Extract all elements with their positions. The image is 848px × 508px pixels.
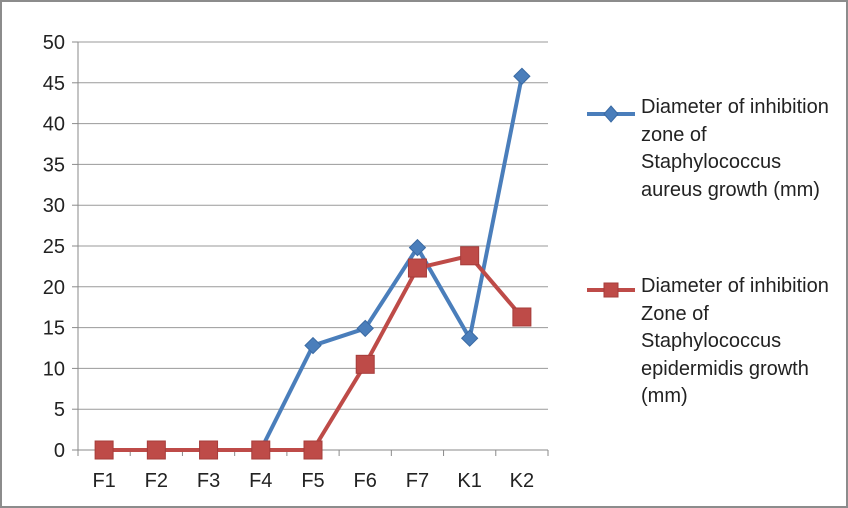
data-point-s0-F6 (356, 319, 374, 338)
data-point-s1-K1 (460, 246, 480, 266)
y-tick-label: 45 (43, 73, 65, 95)
x-axis: F1 F2 F3 F4 F5 F6 F7 K1 K2 (77, 449, 549, 492)
legend-label-aureus: Diameter of inhibition zone of Staphyloc… (641, 96, 829, 201)
data-point-s0-F7 (408, 238, 427, 257)
series-line-0 (104, 75, 524, 452)
legend-entry-epidermidis: Diameter of inhibition Zone of Staphyloc… (585, 273, 840, 443)
x-tick-label: F1 (92, 470, 115, 492)
y-axis: 0 5 10 15 20 25 30 35 40 45 50 (43, 32, 79, 462)
y-tick-label: 50 (43, 32, 65, 54)
y-tick-label: 0 (54, 440, 65, 462)
x-tick-label: F4 (249, 470, 272, 492)
data-point-s0-K2 (513, 67, 531, 85)
data-point-s1-K2 (512, 307, 532, 327)
legend-swatch-aureus (587, 105, 635, 123)
data-point-s0-F5 (304, 336, 322, 355)
data-point-s1-F1 (94, 440, 114, 460)
x-tick-label: F7 (406, 470, 429, 492)
legend-swatch-epidermidis (587, 282, 635, 298)
data-point-s1-F7 (407, 258, 427, 278)
x-tick-label: F2 (145, 470, 168, 492)
y-tick-label: 15 (43, 318, 65, 340)
y-tick-label: 25 (43, 236, 65, 258)
data-point-s1-F3 (199, 440, 219, 460)
x-tick-label: K2 (510, 470, 534, 492)
y-tick-label: 30 (43, 195, 65, 217)
legend-entry-aureus: Diameter of inhibition zone of Staphyloc… (585, 94, 840, 264)
x-tick-label: K1 (457, 470, 481, 492)
series-layer (94, 67, 532, 460)
y-tick-label: 20 (43, 277, 65, 299)
legend-label-epidermidis: Diameter of inhibition Zone of Staphyloc… (641, 275, 829, 407)
data-point-s1-F6 (355, 354, 375, 374)
y-tick-label: 5 (54, 399, 65, 421)
data-point-s0-K1 (460, 329, 479, 347)
data-point-s1-F2 (146, 440, 166, 460)
x-tick-label: F6 (354, 470, 377, 492)
x-tick-label: F3 (197, 470, 220, 492)
y-tick-label: 40 (43, 114, 65, 136)
data-point-s1-F5 (303, 440, 323, 460)
y-tick-label: 35 (43, 154, 65, 176)
data-point-s1-F4 (251, 440, 271, 460)
x-tick-label: F5 (301, 470, 324, 492)
gridlines (78, 41, 548, 410)
y-tick-label: 10 (43, 358, 65, 380)
